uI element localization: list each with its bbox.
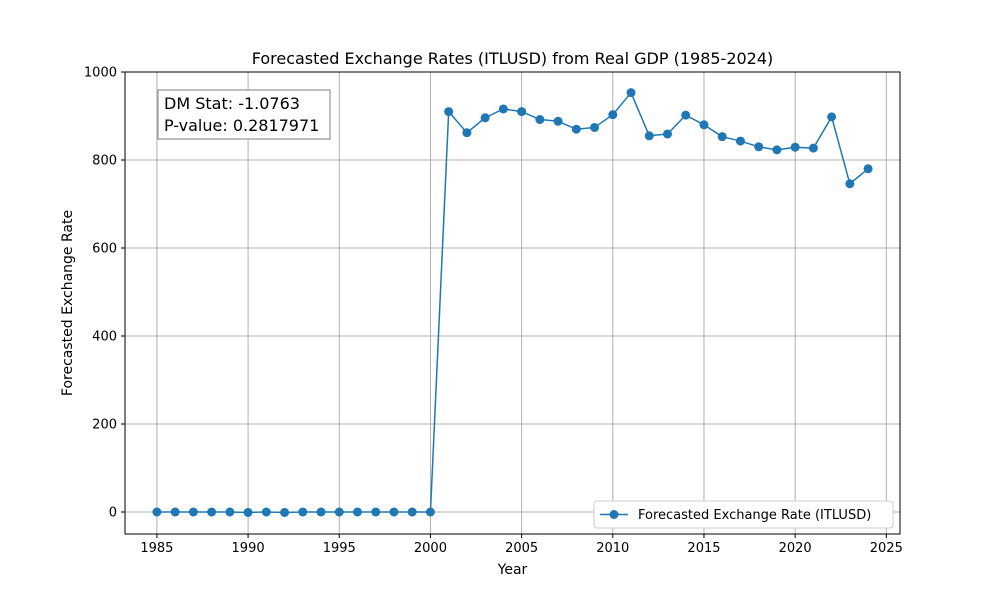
data-point <box>480 113 490 123</box>
y-axis: 0 200 400 600 800 1000 <box>84 66 125 521</box>
data-point <box>462 128 472 138</box>
x-tick-label: 2020 <box>779 541 812 556</box>
data-point <box>699 120 709 130</box>
data-point <box>243 507 253 517</box>
x-tick-label: 2000 <box>414 541 447 556</box>
legend-label: Forecasted Exchange Rate (ITLUSD) <box>638 508 871 523</box>
data-point <box>845 179 855 189</box>
data-point <box>790 142 800 152</box>
data-point <box>152 507 162 517</box>
data-point <box>590 122 600 132</box>
data-point <box>207 507 217 517</box>
data-point <box>225 507 235 517</box>
y-tick-label: 600 <box>92 242 117 257</box>
data-point <box>735 136 745 146</box>
chart-title: Forecasted Exchange Rates (ITLUSD) from … <box>252 49 774 68</box>
data-point <box>717 132 727 142</box>
data-point <box>334 507 344 517</box>
data-point <box>772 145 782 155</box>
y-tick-label: 200 <box>92 418 117 433</box>
stats-annotation-box <box>157 89 331 140</box>
data-point <box>498 104 508 114</box>
data-point <box>407 507 417 517</box>
x-tick-label: 2015 <box>687 541 720 556</box>
data-point <box>808 143 818 153</box>
data-point <box>425 507 435 517</box>
series-layer <box>152 88 873 517</box>
x-tick-label: 2010 <box>596 541 629 556</box>
legend: Forecasted Exchange Rate (ITLUSD) <box>593 500 894 529</box>
data-point <box>444 107 454 117</box>
legend-box <box>593 500 894 529</box>
plot-frame <box>124 71 901 535</box>
stats-annotation: DM Stat: -1.0763 P-value: 0.2817971 <box>157 89 331 140</box>
dm-stat-text: DM Stat: -1.0763 <box>164 94 300 113</box>
y-tick-label: 800 <box>92 154 117 169</box>
x-tick-label: 2025 <box>870 541 903 556</box>
data-point <box>188 507 198 517</box>
data-point <box>553 116 563 126</box>
x-tick-label: 2005 <box>505 541 538 556</box>
y-tick-label: 1000 <box>84 66 117 81</box>
series-line <box>156 91 869 514</box>
data-point <box>754 142 764 152</box>
data-point <box>626 88 636 98</box>
data-point <box>353 507 362 517</box>
data-point <box>280 507 290 517</box>
legend-marker-swatch <box>609 510 619 519</box>
data-point <box>681 110 691 120</box>
x-axis-label: Year <box>497 562 528 578</box>
data-point <box>535 115 545 125</box>
y-tick-label: 0 <box>109 506 117 521</box>
x-tick-label: 1990 <box>232 541 265 556</box>
data-point <box>316 507 326 517</box>
data-point <box>261 507 271 517</box>
data-point <box>371 507 381 517</box>
data-point <box>517 107 527 117</box>
y-axis-label: Forecasted Exchange Rate <box>60 210 76 396</box>
data-point <box>389 507 399 517</box>
p-value-text: P-value: 0.2817971 <box>164 116 319 135</box>
x-tick-label: 1995 <box>323 541 356 556</box>
data-point <box>863 164 873 174</box>
grid-lines <box>125 71 900 534</box>
data-point <box>827 112 837 122</box>
x-axis: 1985 1990 1995 2000 2005 2010 2015 2020 2025 <box>140 534 903 556</box>
data-point <box>170 507 180 517</box>
data-point <box>663 129 672 139</box>
data-point <box>298 507 308 517</box>
y-tick-label: 400 <box>92 330 117 345</box>
x-tick-label: 1985 <box>140 541 173 556</box>
data-point <box>571 124 581 134</box>
data-point <box>608 110 618 120</box>
data-point <box>644 131 654 141</box>
